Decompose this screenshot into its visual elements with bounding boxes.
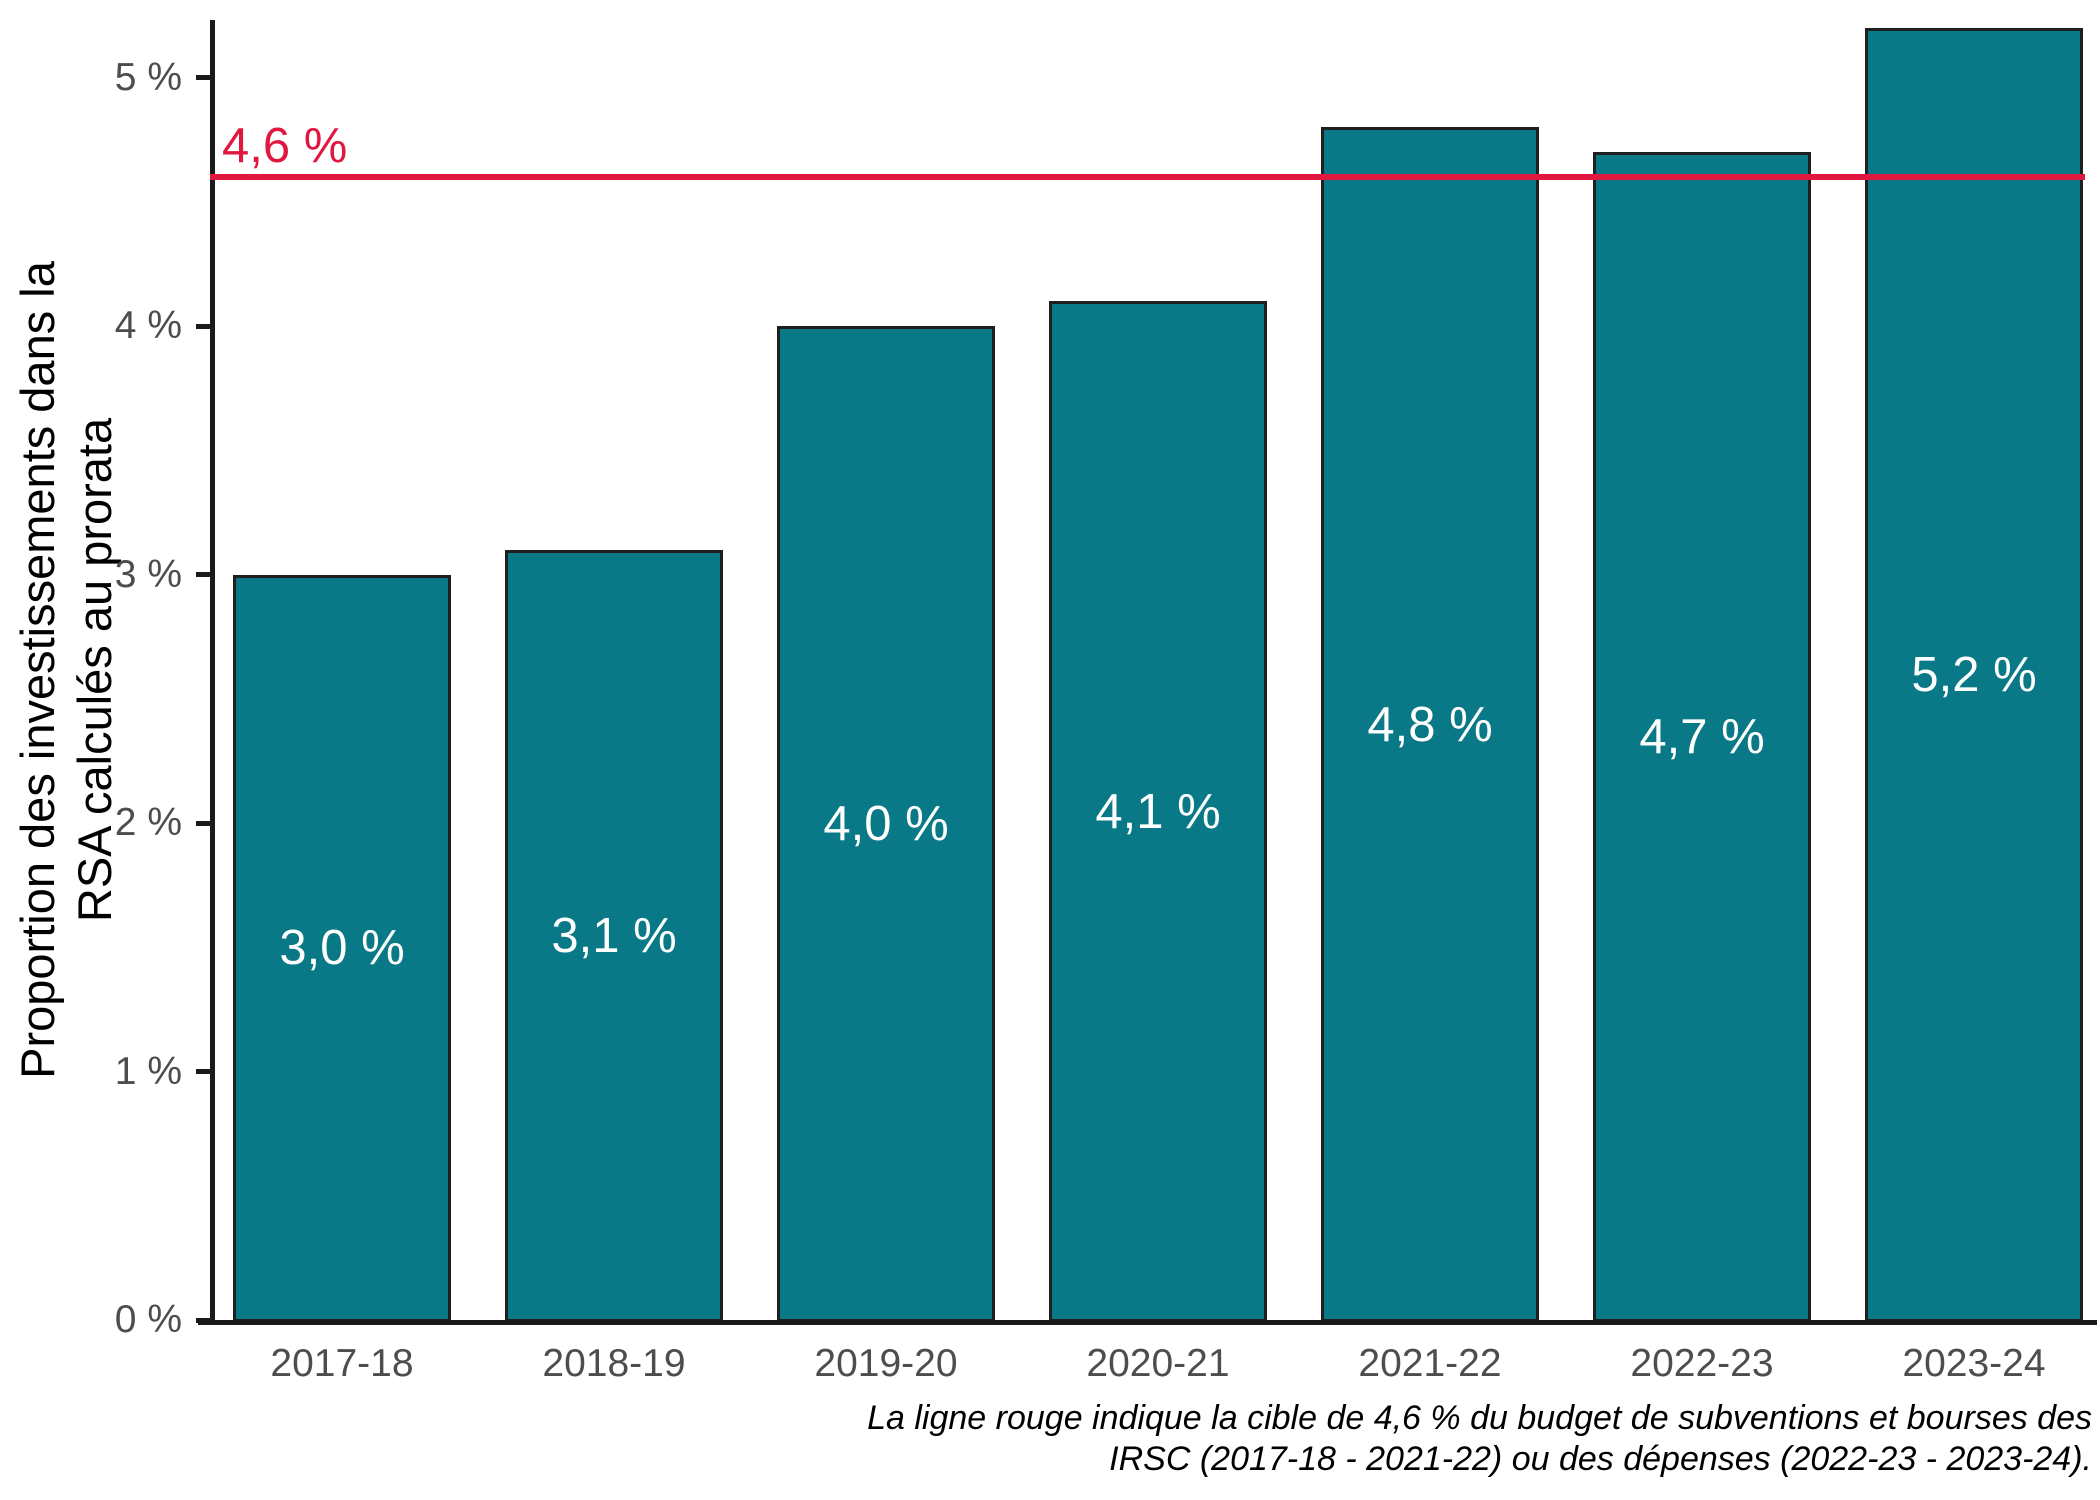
target-reference-line — [210, 173, 2085, 180]
y-tick-label: 5 % — [114, 55, 182, 99]
y-tick-mark — [196, 323, 210, 329]
bar-value-label: 4,8 % — [1367, 697, 1493, 752]
y-axis-title-line2: RSA calculés au prorata — [68, 417, 121, 923]
bar-2023-24: 5,2 % — [1865, 27, 2083, 1322]
bar-2020-21: 4,1 % — [1049, 301, 1267, 1322]
y-tick-label: 1 % — [114, 1049, 182, 1093]
y-axis-title-line1: Proportion des investissements dans la — [11, 261, 64, 1079]
y-tick-label: 0 % — [114, 1298, 182, 1341]
y-tick-label: 4 % — [114, 304, 182, 347]
caption-line1: La ligne rouge indique la cible de 4,6 %… — [867, 1399, 2092, 1437]
bar-2018-19: 3,1 % — [505, 549, 723, 1322]
y-tick-label: 3 % — [114, 552, 182, 596]
x-tick-label: 2022-23 — [1630, 1342, 1774, 1385]
bar-2022-23: 4,7 % — [1593, 152, 1811, 1322]
bar-value-label: 4,0 % — [823, 797, 949, 851]
y-tick-mark — [196, 75, 210, 80]
bar-2021-22: 4,8 % — [1321, 127, 1539, 1322]
bar-2019-20: 4,0 % — [777, 326, 995, 1322]
x-tick-label: 2019-20 — [814, 1342, 958, 1385]
target-reference-line-label: 4,6 % — [222, 118, 348, 173]
y-tick-mark — [196, 572, 210, 577]
x-axis-line — [198, 1320, 2097, 1325]
bar-value-label: 3,0 % — [279, 921, 405, 976]
y-tick-mark — [196, 1069, 210, 1074]
chart-caption: La ligne rouge indique la cible de 4,6 %… — [867, 1398, 2092, 1480]
x-tick-label: 2023-24 — [1902, 1342, 2046, 1385]
bar-value-label: 5,2 % — [1911, 647, 2037, 702]
x-tick-label: 2017-18 — [270, 1342, 414, 1385]
y-tick-label: 2 % — [114, 801, 182, 844]
y-tick-mark — [196, 820, 210, 826]
caption-line2: IRSC (2017-18 - 2021-22) ou des dépenses… — [1109, 1440, 2092, 1478]
bar-value-label: 4,7 % — [1639, 710, 1765, 765]
bar-2017-18: 3,0 % — [233, 574, 451, 1322]
x-tick-label: 2020-21 — [1086, 1342, 1230, 1385]
y-axis-title: Proportion des investissements dans la R… — [9, 20, 125, 1320]
bar-value-label: 4,1 % — [1095, 784, 1221, 839]
bar-value-label: 3,1 % — [551, 908, 677, 963]
x-tick-label: 2018-19 — [542, 1342, 686, 1385]
y-axis-line — [210, 20, 215, 1323]
x-tick-label: 2021-22 — [1358, 1342, 1502, 1385]
